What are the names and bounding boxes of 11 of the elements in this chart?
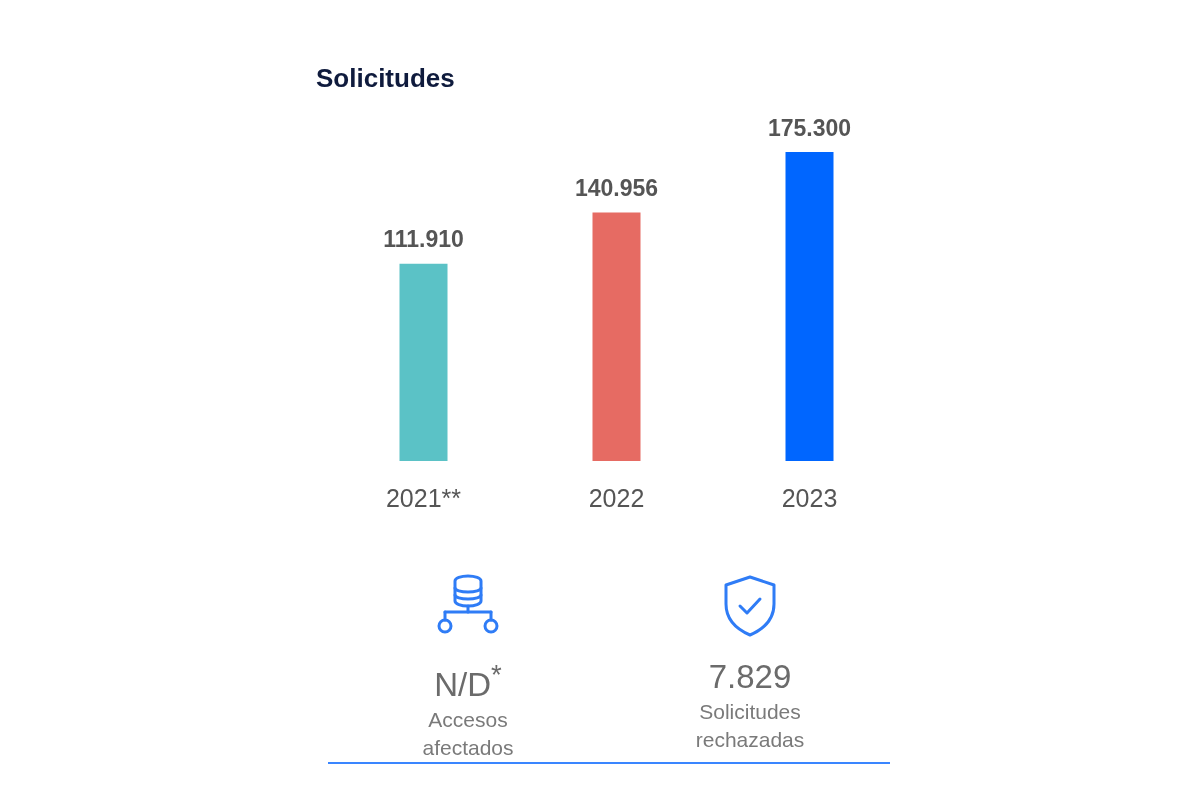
chart-title: Solicitudes bbox=[316, 63, 455, 93]
x-tick-label: 2022 bbox=[588, 483, 645, 512]
data-label: 140.956 bbox=[574, 175, 659, 202]
x-tick-label: 2023 bbox=[781, 483, 838, 512]
text: 7.829 bbox=[707, 658, 793, 696]
x-tick-label: 2021** bbox=[385, 483, 462, 512]
data-label: 111.910 bbox=[383, 226, 464, 253]
data-label: 175.300 bbox=[767, 114, 852, 141]
text: N/D$^{*}$ bbox=[433, 658, 503, 704]
text: Solicitudes rechazadas bbox=[694, 699, 806, 753]
text: Accesos afectados bbox=[421, 707, 515, 761]
